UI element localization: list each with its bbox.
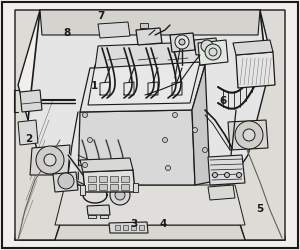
Polygon shape: [99, 176, 107, 182]
Polygon shape: [30, 145, 70, 175]
Polygon shape: [20, 90, 42, 112]
Text: 8: 8: [64, 28, 71, 38]
Polygon shape: [95, 42, 200, 68]
Polygon shape: [228, 120, 268, 150]
Polygon shape: [18, 120, 38, 145]
Circle shape: [175, 35, 189, 49]
Text: 3: 3: [130, 219, 137, 229]
Polygon shape: [140, 23, 148, 28]
Circle shape: [179, 39, 185, 45]
Polygon shape: [87, 205, 110, 215]
Polygon shape: [99, 184, 107, 190]
Polygon shape: [131, 225, 136, 230]
Circle shape: [224, 172, 230, 178]
Polygon shape: [2, 2, 298, 248]
Polygon shape: [121, 176, 129, 182]
Polygon shape: [123, 225, 128, 230]
Polygon shape: [194, 38, 218, 55]
Polygon shape: [2, 2, 298, 248]
Polygon shape: [80, 158, 133, 172]
Polygon shape: [121, 184, 129, 190]
Circle shape: [44, 154, 56, 166]
Circle shape: [193, 128, 197, 132]
Polygon shape: [233, 40, 273, 55]
Polygon shape: [192, 65, 210, 185]
Polygon shape: [88, 62, 200, 105]
Polygon shape: [236, 52, 275, 88]
Circle shape: [212, 172, 217, 178]
Circle shape: [115, 190, 125, 200]
Polygon shape: [109, 222, 148, 233]
Circle shape: [58, 173, 74, 189]
Text: 5: 5: [256, 204, 263, 214]
Polygon shape: [53, 172, 78, 192]
Text: 1: 1: [91, 81, 98, 91]
Circle shape: [236, 172, 242, 178]
Circle shape: [201, 40, 213, 52]
Polygon shape: [228, 10, 285, 240]
Polygon shape: [80, 185, 85, 195]
Circle shape: [202, 148, 208, 152]
Polygon shape: [88, 215, 96, 218]
Text: 4: 4: [160, 219, 167, 229]
Polygon shape: [110, 176, 118, 182]
Polygon shape: [136, 28, 162, 45]
Polygon shape: [40, 10, 260, 35]
Circle shape: [36, 146, 64, 174]
Circle shape: [82, 162, 88, 168]
Polygon shape: [55, 225, 245, 240]
Polygon shape: [133, 183, 138, 192]
Polygon shape: [208, 185, 235, 200]
Polygon shape: [78, 110, 195, 185]
Polygon shape: [139, 225, 144, 230]
Polygon shape: [100, 215, 108, 218]
Polygon shape: [15, 10, 285, 240]
Polygon shape: [98, 22, 130, 38]
Circle shape: [235, 121, 263, 149]
Circle shape: [82, 112, 88, 117]
Circle shape: [243, 129, 255, 141]
Polygon shape: [15, 10, 72, 240]
Circle shape: [205, 44, 221, 60]
Circle shape: [110, 185, 130, 205]
Polygon shape: [208, 155, 245, 185]
Text: 6: 6: [220, 96, 227, 106]
Text: 2: 2: [25, 134, 32, 144]
Circle shape: [163, 138, 167, 142]
Polygon shape: [80, 65, 205, 112]
Polygon shape: [110, 184, 118, 190]
Circle shape: [209, 48, 217, 56]
Text: 7: 7: [97, 11, 104, 21]
Circle shape: [166, 166, 170, 170]
Polygon shape: [198, 40, 228, 65]
Polygon shape: [170, 33, 195, 52]
Circle shape: [88, 138, 92, 142]
Circle shape: [172, 112, 178, 117]
Polygon shape: [83, 170, 135, 192]
Polygon shape: [115, 225, 120, 230]
Polygon shape: [88, 184, 96, 190]
Polygon shape: [88, 176, 96, 182]
Polygon shape: [55, 185, 245, 225]
